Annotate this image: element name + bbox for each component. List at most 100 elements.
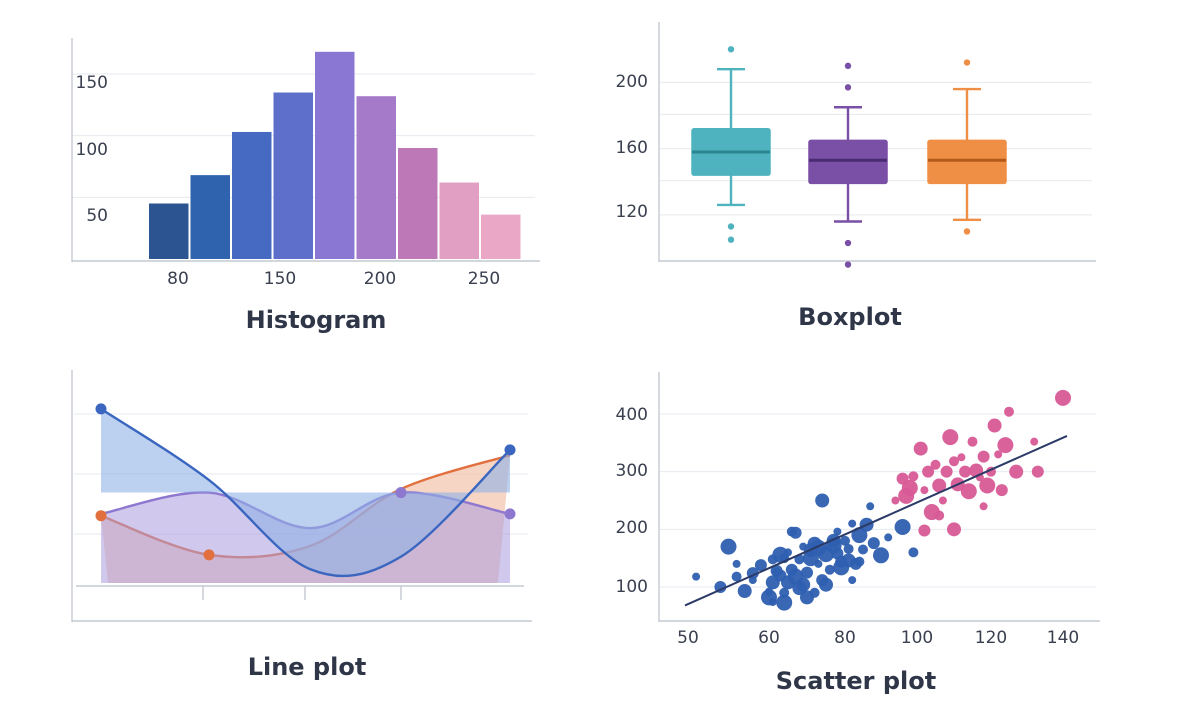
scatter-point <box>840 535 850 546</box>
scatter-point <box>967 436 978 447</box>
scatter-point <box>1004 406 1014 417</box>
histogram-bar <box>149 203 189 259</box>
boxplot-title: Boxplot <box>798 303 902 331</box>
scatter-point <box>851 527 868 544</box>
boxplot-outlier <box>844 62 852 70</box>
scatter-point <box>866 502 875 511</box>
scatter-point <box>737 584 752 599</box>
scatter-x-tick-label: 100 <box>901 628 933 648</box>
boxplot-outlier <box>844 261 852 268</box>
lineplot-point <box>95 403 107 415</box>
scatter-point <box>947 522 961 537</box>
scatter-y-tick-label: 100 <box>616 577 648 597</box>
lineplot-series-line <box>100 407 511 578</box>
histogram-bar <box>398 148 438 259</box>
scatter-point <box>901 479 918 496</box>
scatter-x-tick-label: 80 <box>834 628 856 648</box>
scatter-point <box>779 587 790 598</box>
scatter-point <box>1030 437 1039 446</box>
scatter-point <box>833 527 842 536</box>
scatter-point <box>858 544 868 555</box>
boxplot-outlier <box>963 59 971 66</box>
scatter-point <box>891 496 900 505</box>
lineplot-title: Line plot <box>248 653 367 681</box>
lineplot-point <box>504 444 516 456</box>
scatter-x-tick-label: 50 <box>677 628 699 648</box>
scatter-point <box>994 450 1003 459</box>
scatter-point <box>884 533 893 542</box>
histogram-title: Histogram <box>246 306 387 334</box>
boxplot-box <box>808 139 888 185</box>
scatter-point <box>754 559 767 572</box>
lineplot-point <box>504 508 516 520</box>
scatter-x-tick-label: 140 <box>1047 628 1079 648</box>
histogram-bar <box>356 96 396 259</box>
scatter-point <box>770 564 783 577</box>
scatter-point <box>835 555 848 568</box>
scatter-point <box>776 594 793 611</box>
boxplot-outlier <box>727 236 735 243</box>
boxplot-outlier <box>727 46 735 53</box>
lineplot-point <box>395 487 407 499</box>
scatter-point <box>960 483 977 500</box>
scatter-y-tick-label: 400 <box>616 405 648 425</box>
scatter-title: Scatter plot <box>776 667 937 695</box>
boxplot-box <box>927 139 1007 185</box>
scatter-point <box>894 519 911 536</box>
scatter-point <box>765 587 773 596</box>
scatter-point <box>848 519 857 528</box>
scatter-point <box>932 478 947 493</box>
histogram-x-tick-label: 200 <box>364 269 396 289</box>
scatter-point <box>789 526 802 539</box>
scatter-point <box>815 493 830 508</box>
histogram-bar <box>273 92 313 259</box>
scatter-point <box>867 537 880 550</box>
boxplot-panel: 200 160 120 Boxplot <box>616 22 1096 331</box>
scatter-point <box>854 556 865 567</box>
histogram-x-tick-label: 250 <box>468 269 500 289</box>
scatter-point <box>692 572 701 581</box>
boxplot-y-tick-label: 160 <box>616 138 648 158</box>
scatter-point <box>732 559 741 568</box>
histogram-x-tick-label: 80 <box>167 269 189 289</box>
scatter-point <box>908 547 919 558</box>
scatter-point <box>995 484 1008 497</box>
scatter-point <box>913 441 928 456</box>
scatter-point <box>800 590 814 605</box>
scatter-y-tick-label: 200 <box>616 518 648 538</box>
scatter-point <box>949 456 959 467</box>
scatter-point <box>814 559 823 568</box>
scatter-point <box>979 502 988 511</box>
scatter-point <box>819 577 833 592</box>
scatter-point <box>930 459 941 470</box>
lineplot-area <box>101 408 510 577</box>
scatter-point <box>934 510 945 521</box>
scatter-x-tick-label: 60 <box>758 628 780 648</box>
boxplot-outlier <box>844 239 852 247</box>
scatter-point <box>987 418 1002 433</box>
scatter-point <box>873 547 889 564</box>
scatter-y-tick-label: 300 <box>616 461 648 481</box>
scatter-point <box>801 566 813 579</box>
scatter-point <box>959 465 972 478</box>
boxplot-outlier <box>727 223 735 230</box>
scatter-point <box>979 477 996 494</box>
histogram-bar <box>481 214 521 259</box>
histogram-bar <box>190 175 230 259</box>
boxplot-y-tick-label: 200 <box>616 72 648 92</box>
scatter-point <box>1009 464 1024 479</box>
scatter-point <box>920 486 929 495</box>
scatter-point <box>918 524 931 537</box>
scatter-point <box>731 571 742 582</box>
scatter-point <box>922 465 935 478</box>
histogram-y-tick-label: 50 <box>86 206 108 226</box>
scatter-trend-line <box>684 434 1068 607</box>
lineplot-panel: Line plot <box>71 370 532 681</box>
scatter-point <box>957 453 966 462</box>
boxplot-y-tick-label: 120 <box>616 202 648 222</box>
histogram-x-tick-label: 150 <box>264 269 296 289</box>
scatter-point <box>997 437 1014 454</box>
histogram-y-tick-label: 150 <box>76 73 108 93</box>
boxplot-outlier <box>844 84 852 91</box>
